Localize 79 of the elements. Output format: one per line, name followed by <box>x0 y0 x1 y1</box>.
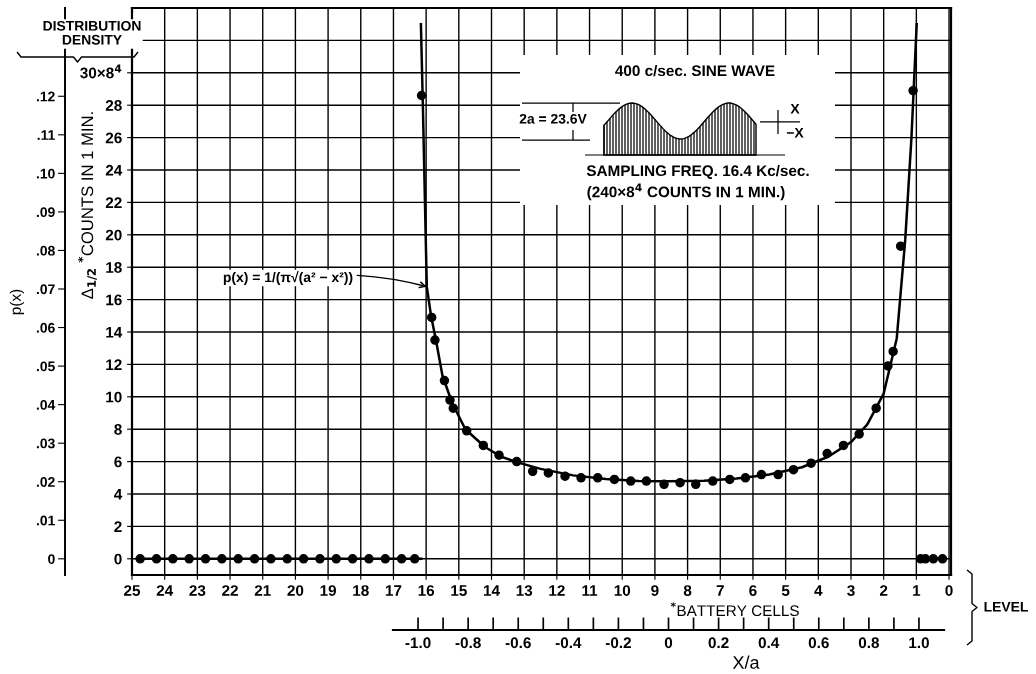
y-tick-label: 26 <box>105 132 122 144</box>
x-tick-label: 22 <box>222 585 238 596</box>
annotation: DISTRIBUTION DENSITY <box>43 20 141 45</box>
x2-tick-label: 0.8 <box>858 637 880 649</box>
x-tick-label: 17 <box>385 585 402 596</box>
x-tick-label: 5 <box>781 585 790 596</box>
y2-tick-label: .11 <box>37 130 55 140</box>
annotation: 2a = 23.6V <box>519 113 587 124</box>
x-tick-label: 0 <box>945 585 953 596</box>
x-tick-label: 10 <box>614 585 631 596</box>
x-tick-label: 23 <box>189 585 206 596</box>
y-tick-label: 16 <box>106 294 122 306</box>
x-tick-label: 11 <box>582 585 598 596</box>
x-tick-label: 24 <box>156 585 174 596</box>
y2-tick-label: .01 <box>36 515 55 526</box>
annotation: p(x) = 1/(π√(a² − x²)) <box>223 271 353 285</box>
y2-tick-label: .12 <box>36 91 55 102</box>
x2-tick-label: 1.0 <box>909 637 929 649</box>
y-tick-label: 8 <box>114 424 122 435</box>
y2-tick-label: .09 <box>36 207 55 218</box>
annotation: −X <box>786 128 804 138</box>
y2-tick-label: .04 <box>36 399 56 410</box>
x2-tick-label: -0.6 <box>505 637 531 649</box>
x-tick-label: 3 <box>847 585 855 596</box>
x-tick-label: 15 <box>451 585 467 596</box>
x-tick-label: 20 <box>287 585 304 596</box>
y-tick-label: 10 <box>106 391 122 403</box>
x-tick-label: 8 <box>683 585 692 596</box>
x-tick-label: 9 <box>651 585 659 596</box>
x2-tick-label: 0.4 <box>758 637 780 649</box>
x-tick-label: 7 <box>716 585 724 596</box>
annotation: X <box>790 104 800 114</box>
y-tick-label: 2 <box>114 521 122 532</box>
annotation: SAMPLING FREQ. 16.4 Kc/sec. <box>586 164 809 179</box>
x2-tick-label: 0 <box>664 637 673 649</box>
x2-tick-label: 0.2 <box>708 637 729 649</box>
y2-tick-label: .05 <box>36 361 55 372</box>
y-tick-label: 24 <box>105 164 123 176</box>
y-tick-label: 6 <box>114 456 122 468</box>
x-tick-label: 4 <box>814 585 823 596</box>
x2-tick-label: -0.2 <box>605 637 631 649</box>
x-tick-label: 12 <box>549 585 565 596</box>
y2-tick-label: .03 <box>36 438 55 449</box>
y2-tick-label: .02 <box>36 477 55 487</box>
x-tick-label: 19 <box>320 585 337 596</box>
x-tick-label: 13 <box>516 585 533 596</box>
x2-tick-label: -0.4 <box>555 637 582 649</box>
text: LEVEL <box>984 602 1028 612</box>
x-tick-label: 1 <box>913 585 921 596</box>
y-tick-label: 4 <box>114 489 123 500</box>
x2-tick-label: -0.8 <box>455 637 481 649</box>
x-tick-label: 16 <box>418 585 435 596</box>
y-axis-title: Δ$_{1/2}$ $^{*}$COUNTS IN 1 MIN. <box>78 112 97 299</box>
annotation: 400 c/sec. SINE WAVE <box>615 64 775 77</box>
x-axis-title: $^{*}$BATTERY CELLS <box>670 602 799 617</box>
y2-tick-label: 0 <box>48 554 55 564</box>
x2-tick-label: -1.0 <box>405 637 431 649</box>
y2-axis-title: p(x) <box>9 289 24 315</box>
y-tick-label: 18 <box>106 262 122 273</box>
y-tick-label: 28 <box>105 100 122 111</box>
y-tick-label: 22 <box>105 197 122 208</box>
y2-tick-label: .07 <box>36 284 55 295</box>
y2-tick-label: .08 <box>36 245 55 256</box>
y2-tick-label: .06 <box>36 322 55 333</box>
y-tick-label: 14 <box>106 327 123 338</box>
annotation: (240×8$^{4}$ COUNTS IN 1 MIN.) <box>587 183 785 201</box>
x-tick-label: 14 <box>483 585 500 596</box>
x-tick-label: 6 <box>749 585 757 596</box>
y-tick-label: 30×8$^{4}$ <box>80 64 122 79</box>
y-tick-label: 0 <box>114 553 122 565</box>
x-tick-label: 25 <box>124 585 141 596</box>
x2-tick-label: 0.6 <box>808 637 829 649</box>
x-tick-label: 2 <box>879 585 888 596</box>
y-tick-label: 20 <box>105 229 122 241</box>
x2-axis-title: X/a <box>732 655 760 669</box>
y2-tick-label: .10 <box>36 168 55 179</box>
y-tick-label: 12 <box>106 359 122 370</box>
x-tick-label: 21 <box>254 585 271 596</box>
x-tick-label: 18 <box>353 585 369 596</box>
